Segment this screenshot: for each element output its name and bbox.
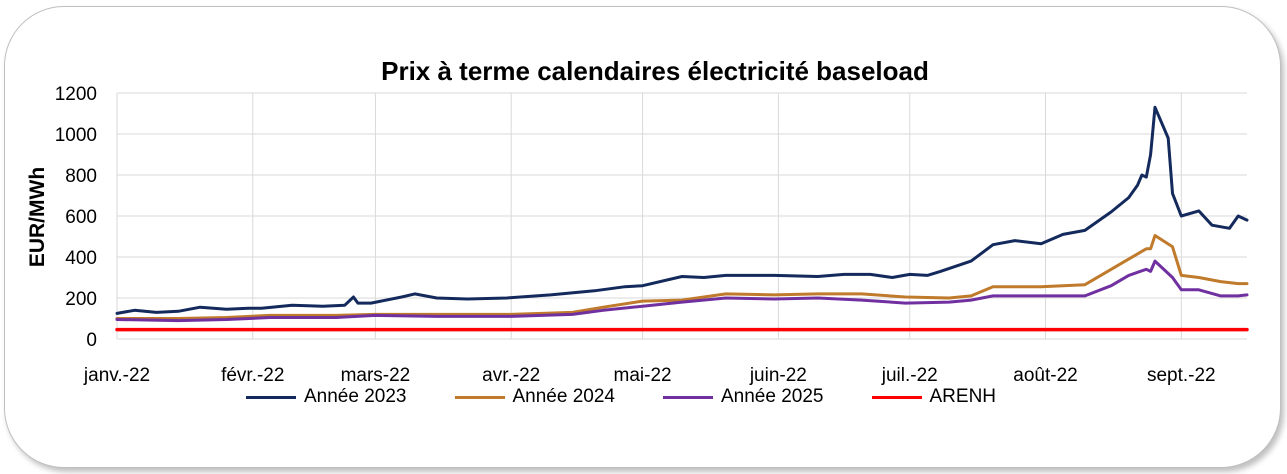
legend-item-1: Année 2023	[246, 386, 407, 408]
legend-label: Année 2023	[304, 386, 407, 407]
x-tick-label: févr.-22	[221, 365, 284, 386]
legend-swatch	[663, 395, 713, 399]
y-tick-label: 0	[86, 330, 97, 351]
y-tick-label: 800	[65, 166, 97, 187]
x-tick-label: janv.-22	[83, 365, 150, 386]
y-tick-labels: 0 200 400 600 800 1000 1200	[55, 84, 97, 351]
legend: Année 2023 Année 2024 Année 2025 ARENH	[246, 384, 996, 410]
legend-label: Année 2024	[512, 386, 616, 407]
legend-item-3: Année 2025	[663, 386, 824, 408]
y-tick-label: 400	[65, 248, 97, 269]
x-tick-label: août-22	[1013, 365, 1077, 386]
y-tick-label: 600	[65, 207, 97, 228]
legend-swatch	[871, 395, 922, 399]
x-tick-label: avr.-22	[482, 365, 540, 386]
legend-swatch	[246, 395, 296, 399]
legend-item-2: Année 2024	[454, 386, 616, 408]
x-tick-labels: janv.-22 févr.-22 mars-22 avr.-22 mai-22 juin…	[83, 365, 1216, 386]
legend-label: ARENH	[929, 386, 997, 407]
series-line-1	[115, 105, 1249, 315]
legend-label: Année 2025	[721, 386, 824, 407]
legend-swatch	[454, 395, 505, 399]
chart-title: Prix à terme calendaires électricité bas…	[381, 56, 929, 86]
series-line-3	[115, 259, 1249, 323]
x-tick-label: mars-22	[341, 365, 411, 386]
series-lines	[115, 105, 1249, 332]
x-tick-label: juil.-22	[881, 365, 938, 386]
x-tick-label: juin-22	[749, 365, 807, 386]
y-tick-label: 200	[65, 289, 97, 310]
x-tick-label: mai-22	[614, 365, 672, 386]
legend-item-4: ARENH	[871, 386, 997, 408]
y-tick-label: 1200	[55, 84, 97, 105]
y-tick-label: 1000	[55, 125, 97, 146]
x-tick-label: sept.-22	[1147, 365, 1216, 386]
